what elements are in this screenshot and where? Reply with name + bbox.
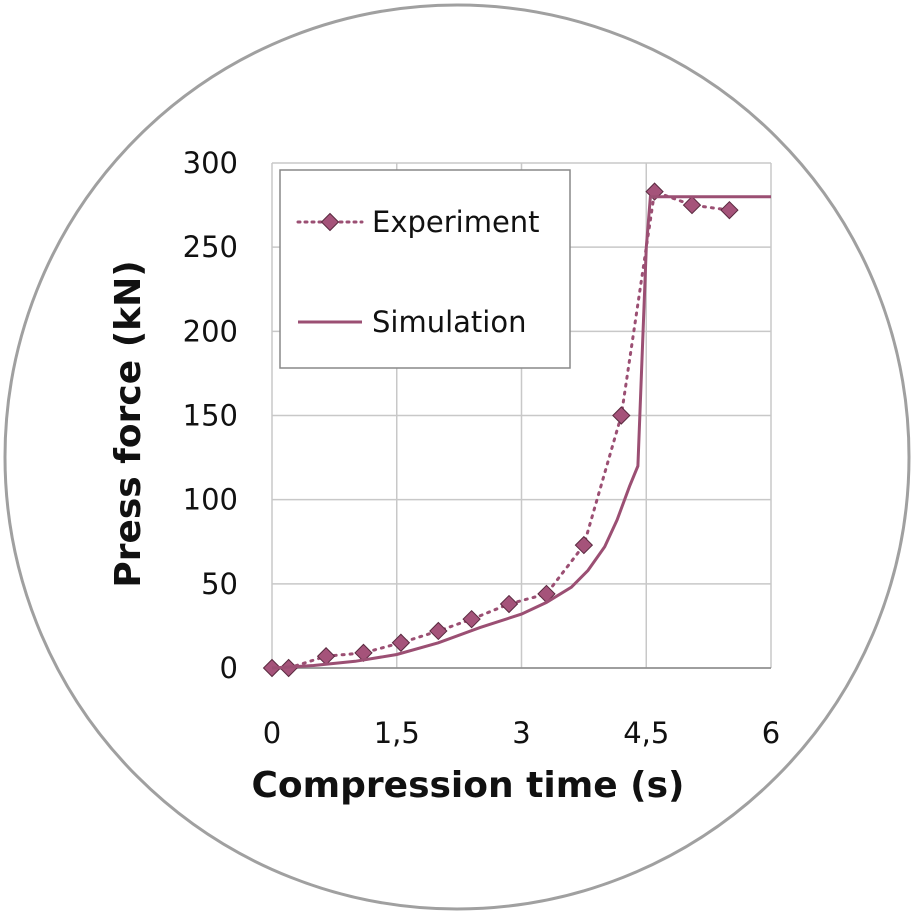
data-point-experiment xyxy=(612,406,631,425)
legend-experiment-marker xyxy=(320,212,340,232)
y-axis-title: Press force (kN) xyxy=(108,260,149,587)
legend-experiment-label: Experiment xyxy=(372,205,540,239)
data-point-experiment xyxy=(574,535,594,555)
x-axis-title: Compression time (s) xyxy=(251,765,684,806)
data-point-experiment xyxy=(354,643,373,663)
y-tick-labels: 0 50 100 150 200 250 300 xyxy=(183,146,238,685)
data-point-experiment xyxy=(720,200,739,220)
data-point-experiment xyxy=(391,633,411,652)
y-tick-label: 150 xyxy=(183,399,238,433)
x-tick-label: 3 xyxy=(512,716,530,750)
x-tick-label: 1,5 xyxy=(374,716,420,750)
y-tick-label: 0 xyxy=(220,651,238,685)
y-tick-label: 300 xyxy=(183,146,238,180)
x-tick-label: 0 xyxy=(263,716,281,750)
x-tick-label: 4,5 xyxy=(623,716,669,750)
legend-simulation-label: Simulation xyxy=(372,305,526,339)
data-point-experiment xyxy=(316,647,336,666)
data-point-experiment xyxy=(462,609,481,629)
data-point-experiment xyxy=(499,594,519,614)
y-tick-label: 250 xyxy=(183,230,238,264)
data-point-experiment xyxy=(682,195,702,215)
y-tick-label: 200 xyxy=(183,314,238,348)
y-tick-label: 50 xyxy=(201,567,238,601)
legend-box xyxy=(279,169,571,369)
x-tick-labels: 0 1,5 3 4,5 6 xyxy=(263,716,780,750)
legend: Experiment Simulation xyxy=(279,169,571,369)
plot-area xyxy=(262,182,771,678)
data-point-experiment xyxy=(429,621,448,641)
x-tick-label: 6 xyxy=(762,716,780,750)
series-line-simulation xyxy=(271,195,771,670)
y-tick-label: 100 xyxy=(183,483,238,517)
